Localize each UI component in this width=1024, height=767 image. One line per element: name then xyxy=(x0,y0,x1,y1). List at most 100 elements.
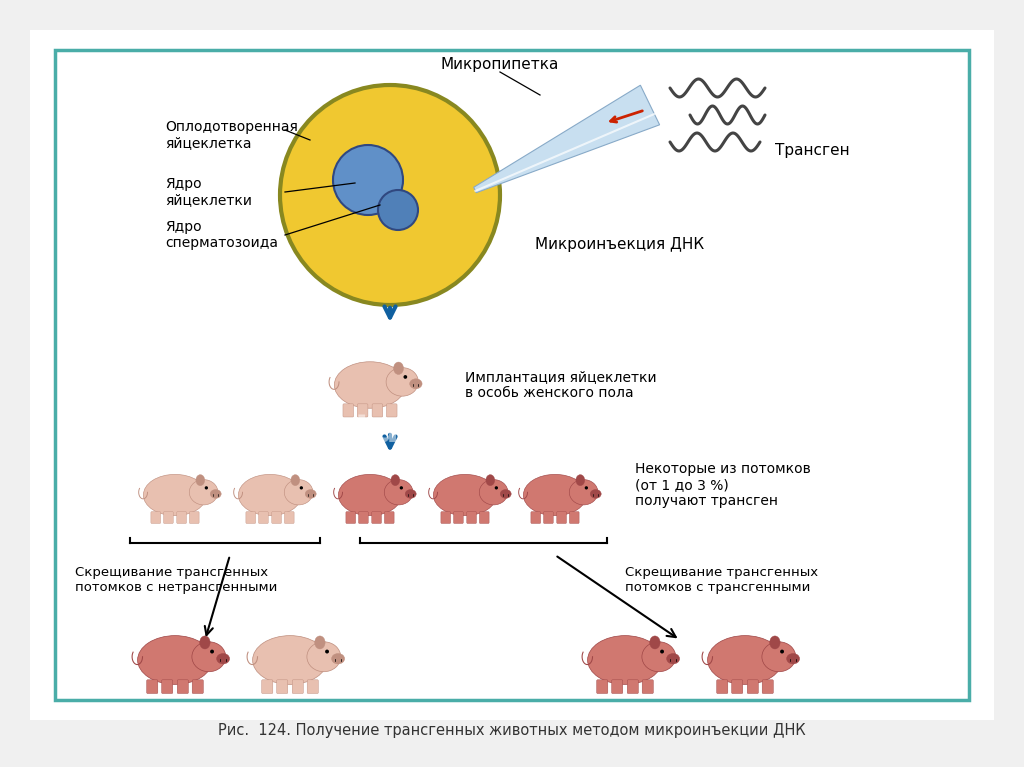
Circle shape xyxy=(660,650,664,653)
FancyBboxPatch shape xyxy=(30,30,994,720)
Ellipse shape xyxy=(291,475,300,486)
FancyBboxPatch shape xyxy=(164,512,173,524)
Ellipse shape xyxy=(649,636,660,649)
FancyBboxPatch shape xyxy=(557,512,566,524)
Text: Ядро
сперматозоида: Ядро сперматозоида xyxy=(165,220,278,250)
FancyBboxPatch shape xyxy=(307,680,318,693)
Ellipse shape xyxy=(210,489,221,499)
FancyBboxPatch shape xyxy=(262,680,272,693)
FancyBboxPatch shape xyxy=(258,512,268,524)
Text: Скрещивание трансгенных
потомков с трансгенными: Скрещивание трансгенных потомков с транс… xyxy=(625,566,818,594)
FancyBboxPatch shape xyxy=(346,512,355,524)
Circle shape xyxy=(205,486,208,489)
Circle shape xyxy=(495,486,498,489)
Circle shape xyxy=(399,486,403,489)
FancyBboxPatch shape xyxy=(642,680,653,693)
Ellipse shape xyxy=(410,379,422,389)
FancyBboxPatch shape xyxy=(372,512,382,524)
FancyBboxPatch shape xyxy=(544,512,553,524)
FancyBboxPatch shape xyxy=(151,512,161,524)
Ellipse shape xyxy=(307,642,341,672)
Ellipse shape xyxy=(762,642,796,672)
Circle shape xyxy=(780,650,784,653)
FancyBboxPatch shape xyxy=(732,680,742,693)
FancyBboxPatch shape xyxy=(193,680,204,693)
Ellipse shape xyxy=(590,489,601,499)
Ellipse shape xyxy=(433,474,497,515)
Ellipse shape xyxy=(708,636,782,684)
Text: Микроинъекция ДНК: Микроинъекция ДНК xyxy=(535,238,705,252)
Text: Рис.  124. Получение трансгенных животных методом микроинъекции ДНК: Рис. 124. Получение трансгенных животных… xyxy=(218,723,806,738)
Text: Некоторые из потомков
(от 1 до 3 %)
получают трансген: Некоторые из потомков (от 1 до 3 %) полу… xyxy=(635,462,811,509)
FancyBboxPatch shape xyxy=(762,680,773,693)
Ellipse shape xyxy=(770,636,780,649)
FancyBboxPatch shape xyxy=(628,680,638,693)
FancyBboxPatch shape xyxy=(357,404,368,417)
Ellipse shape xyxy=(500,489,511,499)
FancyBboxPatch shape xyxy=(55,50,969,700)
Ellipse shape xyxy=(335,362,406,408)
Ellipse shape xyxy=(239,474,302,515)
FancyBboxPatch shape xyxy=(189,512,199,524)
FancyBboxPatch shape xyxy=(162,680,173,693)
Text: Микропипетка: Микропипетка xyxy=(440,57,559,72)
Ellipse shape xyxy=(314,636,325,649)
Ellipse shape xyxy=(332,653,345,664)
FancyBboxPatch shape xyxy=(454,512,463,524)
FancyBboxPatch shape xyxy=(467,512,476,524)
FancyBboxPatch shape xyxy=(441,512,451,524)
Ellipse shape xyxy=(479,479,508,505)
Ellipse shape xyxy=(253,636,328,684)
FancyBboxPatch shape xyxy=(372,404,383,417)
FancyBboxPatch shape xyxy=(479,512,489,524)
Ellipse shape xyxy=(217,653,229,664)
FancyBboxPatch shape xyxy=(343,404,353,417)
Ellipse shape xyxy=(575,475,585,486)
Ellipse shape xyxy=(137,636,212,684)
FancyBboxPatch shape xyxy=(384,512,394,524)
Ellipse shape xyxy=(406,489,416,499)
Ellipse shape xyxy=(285,479,313,505)
Text: Трансген: Трансген xyxy=(775,143,850,157)
Polygon shape xyxy=(474,85,659,193)
Ellipse shape xyxy=(189,479,218,505)
Ellipse shape xyxy=(486,475,495,486)
FancyBboxPatch shape xyxy=(276,680,288,693)
Circle shape xyxy=(300,486,303,489)
FancyBboxPatch shape xyxy=(177,680,188,693)
Ellipse shape xyxy=(523,474,587,515)
Circle shape xyxy=(210,650,214,653)
FancyBboxPatch shape xyxy=(530,512,541,524)
FancyBboxPatch shape xyxy=(246,512,256,524)
Ellipse shape xyxy=(386,367,419,397)
FancyBboxPatch shape xyxy=(271,512,282,524)
FancyBboxPatch shape xyxy=(597,680,608,693)
FancyBboxPatch shape xyxy=(611,680,623,693)
Text: Имплантация яйцеклетки
в особь женского пола: Имплантация яйцеклетки в особь женского … xyxy=(465,370,656,400)
Ellipse shape xyxy=(338,474,401,515)
Text: Оплодотворенная
яйцеклетка: Оплодотворенная яйцеклетка xyxy=(165,120,298,150)
FancyBboxPatch shape xyxy=(569,512,580,524)
Ellipse shape xyxy=(391,475,399,486)
FancyBboxPatch shape xyxy=(146,680,158,693)
Ellipse shape xyxy=(786,653,800,664)
FancyBboxPatch shape xyxy=(386,404,397,417)
FancyBboxPatch shape xyxy=(177,512,186,524)
Circle shape xyxy=(280,85,500,305)
Ellipse shape xyxy=(588,636,663,684)
Circle shape xyxy=(403,375,408,379)
Text: Скрещивание трансгенных
потомков с нетрансгенными: Скрещивание трансгенных потомков с нетра… xyxy=(75,566,278,594)
Circle shape xyxy=(333,145,403,215)
Ellipse shape xyxy=(196,475,205,486)
Text: botan.cc: botan.cc xyxy=(301,411,488,449)
Circle shape xyxy=(325,650,329,653)
FancyBboxPatch shape xyxy=(285,512,294,524)
Circle shape xyxy=(585,486,588,489)
Ellipse shape xyxy=(191,642,225,672)
FancyBboxPatch shape xyxy=(292,680,303,693)
Ellipse shape xyxy=(642,642,676,672)
Ellipse shape xyxy=(569,479,598,505)
Circle shape xyxy=(378,190,418,230)
FancyBboxPatch shape xyxy=(358,512,369,524)
Ellipse shape xyxy=(384,479,413,505)
